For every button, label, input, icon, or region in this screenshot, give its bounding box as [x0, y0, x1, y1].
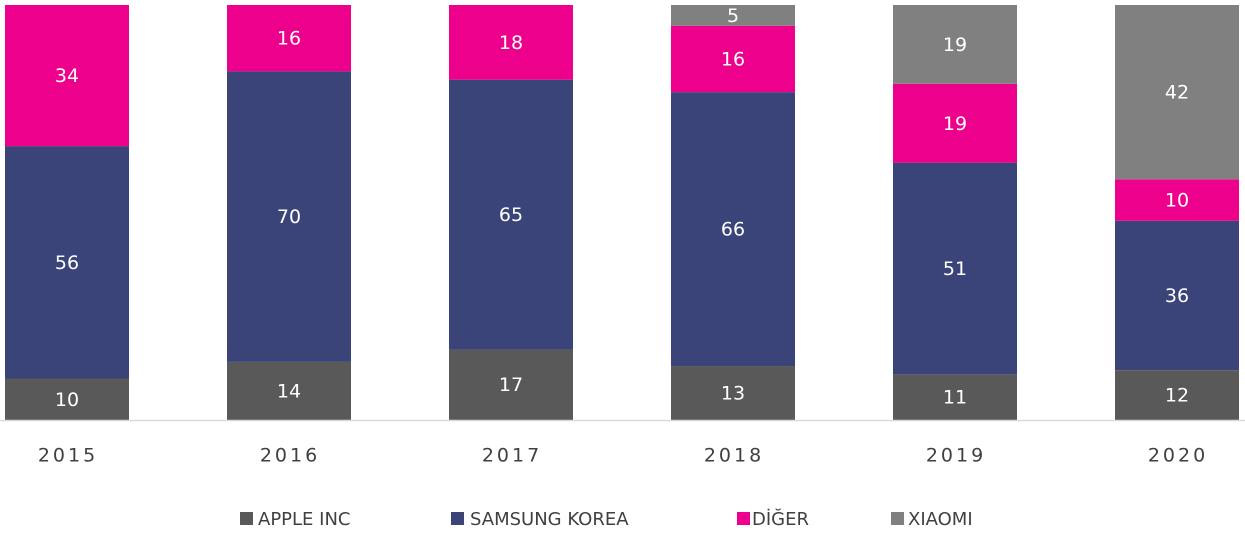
bar-segment	[227, 71, 351, 362]
data-label: 36	[1165, 285, 1189, 307]
data-label: 12	[1165, 385, 1189, 407]
bar-segment	[671, 366, 795, 420]
x-tick-label: 2018	[704, 445, 764, 467]
legend-label: APPLE INC	[258, 509, 351, 530]
data-label: 5	[727, 5, 739, 27]
legend-swatch	[737, 512, 750, 525]
bar-segment	[893, 5, 1017, 84]
bar-segment	[449, 5, 573, 80]
legend-swatch	[891, 512, 904, 525]
bar-segment	[5, 5, 129, 147]
bar-segment	[893, 83, 1017, 163]
bar-segment	[1115, 5, 1239, 180]
legend-label: SAMSUNG KOREA	[470, 509, 629, 530]
data-label: 10	[1165, 190, 1189, 212]
data-label: 17	[499, 374, 523, 396]
x-tick-label: 2015	[38, 445, 98, 467]
data-label: 11	[943, 387, 967, 409]
bar-segment	[1115, 370, 1239, 420]
bar-segment	[5, 378, 129, 420]
bar-segment	[449, 349, 573, 420]
bar-segment	[671, 25, 795, 93]
bar-segment	[449, 79, 573, 350]
x-tick-label: 2016	[260, 445, 320, 467]
data-label: 42	[1165, 82, 1189, 104]
bar-segment	[893, 374, 1017, 420]
legend-swatch	[240, 512, 253, 525]
x-tick-label: 2020	[1148, 445, 1208, 467]
x-tick-label: 2019	[926, 445, 986, 467]
legend-label: XIAOMI	[908, 509, 973, 530]
legend-label: DİĞER	[752, 508, 809, 530]
bar-segment	[5, 146, 129, 379]
data-label: 14	[277, 380, 301, 402]
data-label: 19	[943, 34, 967, 56]
data-label: 10	[55, 389, 79, 411]
data-label: 16	[277, 28, 301, 50]
data-label: 19	[943, 113, 967, 135]
data-label: 65	[499, 204, 523, 226]
data-label: 51	[943, 258, 967, 280]
data-label: 18	[499, 32, 523, 54]
data-label: 66	[721, 219, 745, 241]
bar-segment	[671, 5, 795, 26]
legend-swatch	[451, 512, 464, 525]
x-tick-label: 2017	[482, 445, 542, 467]
data-label: 16	[721, 48, 745, 70]
data-label: 34	[55, 65, 79, 87]
bar-segment	[1115, 220, 1239, 371]
data-label: 70	[277, 206, 301, 228]
bar-segment	[227, 5, 351, 72]
bar-segment	[893, 162, 1017, 375]
data-label: 56	[55, 252, 79, 274]
bar-segment	[1115, 179, 1239, 221]
bar-segment	[227, 361, 351, 420]
data-label: 13	[721, 383, 745, 405]
bar-segment	[671, 92, 795, 367]
